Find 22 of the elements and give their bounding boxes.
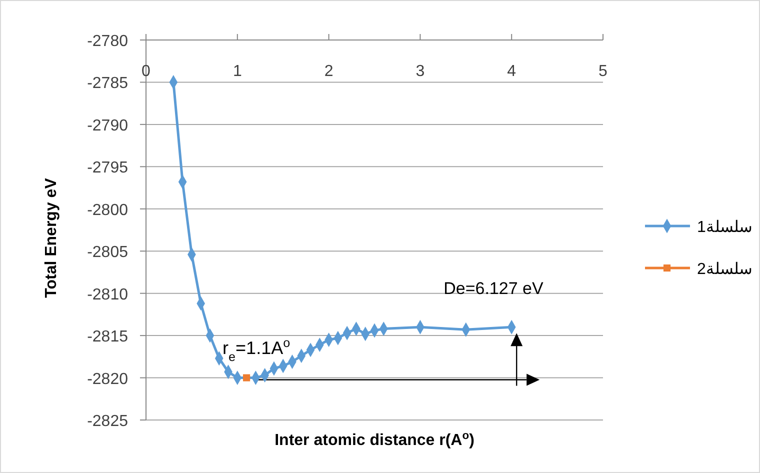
y-tick-label: -2780 (87, 33, 128, 50)
y-tick-label: -2800 (87, 202, 128, 219)
annotation: r$_{e}$=1.1A$^{o}$ (222, 336, 290, 364)
x-tick-label: 1 (232, 63, 242, 80)
y-tick-label: -2825 (87, 413, 128, 430)
y-tick-label: -2785 (87, 75, 128, 92)
y-tick-label: -2815 (87, 328, 128, 346)
y-tick-label: -2810 (87, 286, 128, 304)
legend-label: سلسلة2 (697, 261, 752, 278)
point (243, 374, 250, 382)
y-tick-label: -2820 (87, 370, 128, 388)
y-tick-label: -2795 (87, 160, 128, 177)
x-axis-title: Inter atomic distance r(A$^{o}$) (274, 430, 474, 449)
annotation: De=6.127 eV (444, 279, 544, 298)
legend-label: سلسلة1 (697, 219, 752, 236)
y-axis-title: Total Energy eV (43, 178, 60, 298)
x-tick-label: 4 (507, 63, 516, 80)
x-tick-label: 5 (598, 63, 608, 80)
y-tick-label: -2790 (87, 117, 128, 134)
x-tick-label: 2 (324, 63, 334, 80)
y-tick-label: -2805 (87, 244, 128, 262)
x-tick-label: 3 (416, 63, 425, 80)
